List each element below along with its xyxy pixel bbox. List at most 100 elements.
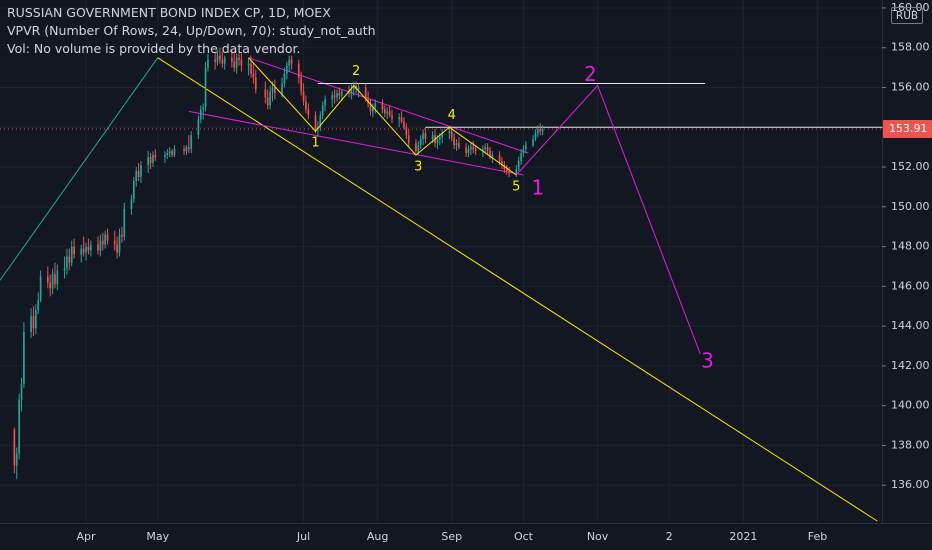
candle-up xyxy=(140,165,142,177)
candle-up xyxy=(422,133,424,140)
candle-down xyxy=(405,127,408,136)
candle-up xyxy=(419,139,422,146)
wave-label-yellow-5: 5 xyxy=(512,179,520,194)
candle-up xyxy=(185,147,188,152)
candle-down xyxy=(171,151,173,156)
candle-up xyxy=(431,135,434,140)
candle-up xyxy=(15,453,18,466)
time-axis: Apr May Jul Aug Sep Oct Nov 2 2021 Feb xyxy=(0,523,932,550)
candle-down xyxy=(505,169,508,172)
price-axis-label: 152.00 xyxy=(891,160,930,173)
candle-up xyxy=(321,105,324,116)
candle-up xyxy=(340,91,343,96)
candle-down xyxy=(333,95,336,98)
symbol-title[interactable]: RUSSIAN GOVERNMENT BOND INDEX CP, 1D, MO… xyxy=(7,5,331,20)
candle-up xyxy=(235,57,238,68)
trend-lines xyxy=(0,57,882,522)
indicator-vpvr-label[interactable]: VPVR (Number Of Rows, 24, Up/Down, 70): … xyxy=(7,23,376,38)
candle-down xyxy=(391,115,393,120)
price-axis: 136.00 138.00 140.00 142.00 144.00 146.00 148.… xyxy=(882,0,932,550)
candle-down xyxy=(154,155,157,158)
wave-paths xyxy=(248,57,701,355)
candle-up xyxy=(23,332,25,384)
trend-line-teal xyxy=(0,57,159,281)
candle-up xyxy=(85,246,87,253)
wave-label-magenta-3: 3 xyxy=(701,348,714,372)
candle-up xyxy=(202,107,205,110)
candle-down xyxy=(46,276,49,283)
time-axis-label: Nov xyxy=(587,530,609,543)
candle-down xyxy=(32,316,35,329)
candle-up xyxy=(99,240,102,251)
candle-up xyxy=(70,246,73,263)
candle-up xyxy=(223,57,226,64)
price-axis-label: 144.00 xyxy=(891,319,930,332)
candle-up xyxy=(281,83,283,94)
candle-up xyxy=(164,155,166,158)
candle-up xyxy=(398,117,401,120)
candle-down xyxy=(489,151,491,158)
candle-down xyxy=(474,149,477,152)
candle-down xyxy=(240,59,243,66)
candle-down xyxy=(238,57,240,60)
candle-down xyxy=(274,87,276,94)
candle-down xyxy=(290,59,293,64)
price-axis-label: 150.00 xyxy=(891,200,930,213)
currency-badge[interactable]: RUB xyxy=(891,7,923,24)
time-axis-label: 2 xyxy=(666,530,673,543)
candle-up xyxy=(534,133,537,140)
time-axis-label: Jul xyxy=(296,530,310,543)
candle-up xyxy=(166,153,169,156)
wave-label-yellow-1: 1 xyxy=(311,136,319,151)
candle-down xyxy=(54,274,56,285)
candle-down xyxy=(501,161,503,166)
time-axis-label: Aug xyxy=(367,530,388,543)
candle-down xyxy=(381,103,384,110)
candle-up xyxy=(520,153,522,162)
candle-up xyxy=(515,169,518,174)
candle-up xyxy=(39,276,42,301)
candle-up xyxy=(269,91,271,106)
time-axis-label: Apr xyxy=(77,530,97,543)
candle-up xyxy=(173,149,176,156)
candle-up xyxy=(168,151,171,154)
candle-down xyxy=(458,143,460,148)
candle-down xyxy=(400,117,403,122)
trend-line-magenta xyxy=(188,110,524,176)
candle-up xyxy=(336,93,338,98)
candle-up xyxy=(436,139,439,144)
candle-up xyxy=(152,155,154,164)
time-axis-label: Oct xyxy=(514,530,534,543)
candle-down xyxy=(121,234,123,237)
candle-down xyxy=(49,282,52,289)
candle-up xyxy=(372,107,374,112)
candle-down xyxy=(364,87,367,98)
candle-up xyxy=(484,147,487,150)
time-axis-label: Feb xyxy=(808,530,827,543)
candle-up xyxy=(467,149,470,154)
wave-path-magenta xyxy=(515,84,701,355)
candle-down xyxy=(149,157,152,164)
candle-down xyxy=(97,244,99,251)
candle-up xyxy=(37,300,40,311)
candle-down xyxy=(187,147,190,150)
candle-up xyxy=(104,234,107,245)
trend-line-yellow xyxy=(157,57,878,522)
candle-down xyxy=(472,147,475,150)
candle-up xyxy=(374,103,377,108)
candle-up xyxy=(285,65,288,74)
wave-label-yellow-3: 3 xyxy=(414,160,422,175)
candle-up xyxy=(89,244,92,251)
time-axis-label: Sep xyxy=(441,530,462,543)
candle-down xyxy=(498,155,501,162)
candle-down xyxy=(453,137,455,146)
candle-up xyxy=(350,89,353,94)
candle-up xyxy=(63,268,66,271)
candle-up xyxy=(517,161,520,170)
candle-down xyxy=(465,147,467,154)
price-axis-label: 142.00 xyxy=(891,359,930,372)
